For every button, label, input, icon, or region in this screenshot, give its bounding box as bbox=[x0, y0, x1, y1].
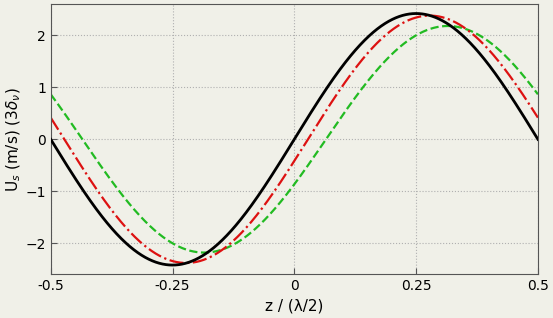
Y-axis label: U$_s$ (m/s) (3$\delta_\nu$): U$_s$ (m/s) (3$\delta_\nu$) bbox=[4, 87, 23, 192]
X-axis label: z / (λ/2): z / (λ/2) bbox=[265, 299, 324, 314]
